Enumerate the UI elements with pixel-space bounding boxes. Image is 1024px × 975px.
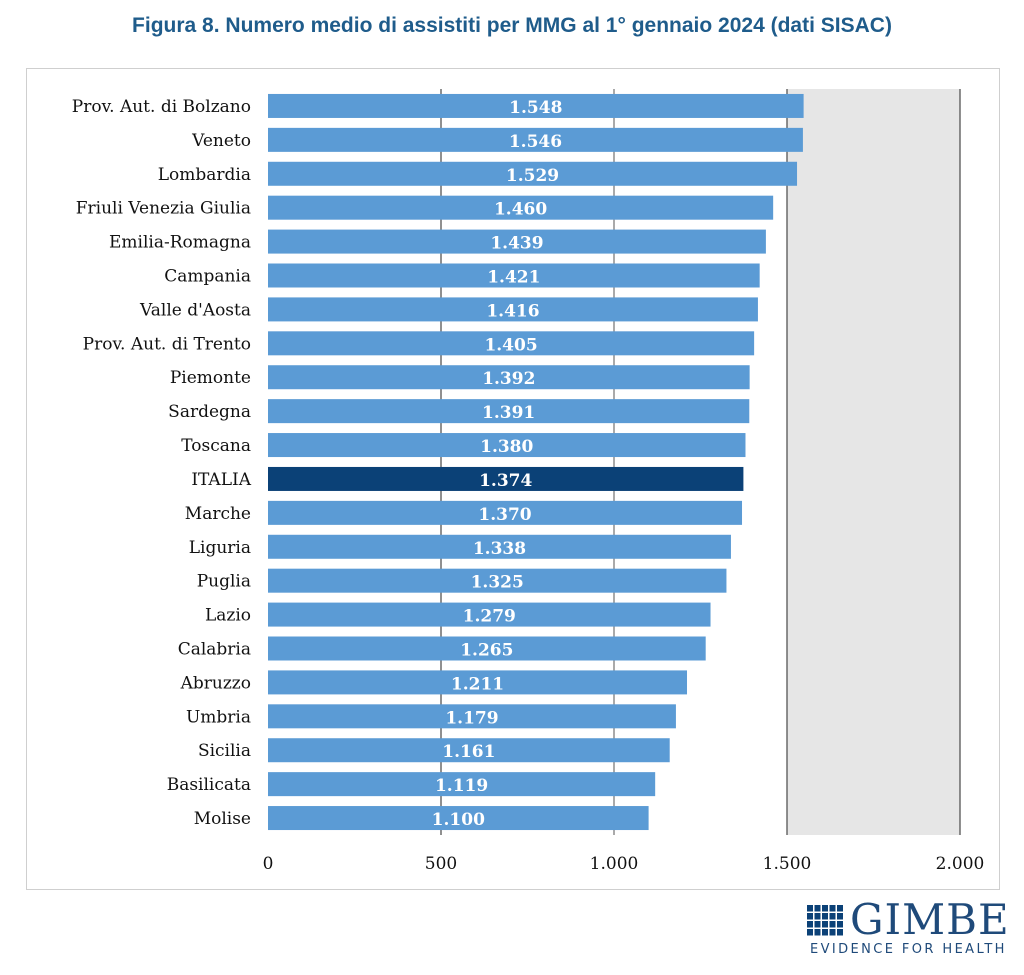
bar xyxy=(268,772,656,797)
bar xyxy=(268,704,676,729)
category-label: Puglia xyxy=(197,572,251,592)
chart-area: Prov. Aut. di Bolzano 1.548 Veneto 1.546 Lom… xyxy=(26,68,1000,890)
bar xyxy=(268,500,743,525)
bar xyxy=(268,229,766,254)
bar xyxy=(268,433,746,458)
category-label: Piemonte xyxy=(170,368,251,388)
logo-square xyxy=(829,929,836,936)
logo-square xyxy=(807,913,813,920)
logo-square xyxy=(822,913,828,920)
data-label: 1.100 xyxy=(432,810,485,830)
x-tick-label: 0 xyxy=(263,854,274,874)
bar xyxy=(268,534,731,559)
bar xyxy=(268,127,803,152)
bar xyxy=(268,806,649,831)
logo-square xyxy=(822,921,828,928)
data-label: 1.460 xyxy=(494,200,547,220)
logo-square xyxy=(807,929,813,936)
logo-square xyxy=(814,921,821,928)
bar xyxy=(268,466,744,491)
category-label: Prov. Aut. di Trento xyxy=(83,334,251,354)
bar xyxy=(268,636,706,661)
logo-square xyxy=(814,913,821,920)
data-label: 1.325 xyxy=(471,573,524,593)
category-label: Campania xyxy=(164,267,251,287)
data-label: 1.421 xyxy=(487,268,540,288)
category-label: Friuli Venezia Giulia xyxy=(76,199,251,219)
data-label: 1.265 xyxy=(460,641,513,661)
data-label: 1.119 xyxy=(435,776,488,796)
logo-square xyxy=(814,905,821,912)
logo-square xyxy=(807,905,813,912)
gimbe-logo: GIMBE EVIDENCE FOR HEALTH xyxy=(804,898,1009,962)
bar xyxy=(268,602,711,627)
bar xyxy=(268,670,688,695)
data-label: 1.179 xyxy=(445,708,498,728)
data-label: 1.380 xyxy=(480,437,533,457)
logo-square xyxy=(837,905,843,912)
data-label: 1.439 xyxy=(490,234,543,254)
bar xyxy=(268,297,758,322)
x-tick-label: 1.000 xyxy=(590,854,639,874)
data-label: 1.548 xyxy=(509,98,562,118)
shaded-region xyxy=(787,89,960,835)
logo-square xyxy=(814,929,821,936)
category-label: Lazio xyxy=(205,606,251,626)
data-label: 1.338 xyxy=(473,539,526,559)
category-label: Liguria xyxy=(189,538,251,558)
category-label: Umbria xyxy=(186,707,251,727)
category-label: Calabria xyxy=(178,640,251,660)
data-label: 1.392 xyxy=(482,369,535,389)
category-label: Molise xyxy=(194,809,251,829)
data-label: 1.374 xyxy=(479,471,532,491)
category-label: Veneto xyxy=(191,131,251,151)
bar xyxy=(268,93,804,118)
category-label: Basilicata xyxy=(167,775,251,795)
bar xyxy=(268,263,760,288)
bar xyxy=(268,195,774,220)
category-label: ITALIA xyxy=(191,470,251,490)
data-label: 1.546 xyxy=(509,132,562,152)
data-label: 1.211 xyxy=(451,674,504,694)
category-label: Sardegna xyxy=(168,402,251,422)
chart-title: Figura 8. Numero medio di assistiti per … xyxy=(132,14,892,37)
x-tick-label: 500 xyxy=(425,854,457,874)
data-label: 1.529 xyxy=(506,166,559,186)
category-label: Valle d'Aosta xyxy=(139,300,251,320)
x-tick-label: 1.500 xyxy=(763,854,812,874)
logo-square xyxy=(822,929,828,936)
category-label: Marche xyxy=(185,504,251,524)
data-label: 1.405 xyxy=(484,335,537,355)
data-label: 1.370 xyxy=(478,505,531,525)
x-tick-label: 2.000 xyxy=(936,854,985,874)
logo-square xyxy=(829,913,836,920)
data-label: 1.391 xyxy=(482,403,535,423)
logo-square xyxy=(837,921,843,928)
category-label: Lombardia xyxy=(158,165,251,185)
bar-chart: Prov. Aut. di Bolzano 1.548 Veneto 1.546 Lom… xyxy=(72,89,985,874)
data-label: 1.161 xyxy=(442,742,495,762)
category-label: Sicilia xyxy=(198,741,251,761)
category-label: Prov. Aut. di Bolzano xyxy=(72,97,251,117)
bar xyxy=(268,365,750,390)
logo-name: GIMBE xyxy=(850,895,1010,944)
bar xyxy=(268,161,798,186)
logo-square xyxy=(829,921,836,928)
bar xyxy=(268,568,727,593)
category-label: Abruzzo xyxy=(180,673,251,693)
logo-square xyxy=(829,905,836,912)
category-label: Emilia-Romagna xyxy=(109,233,251,253)
logo-square xyxy=(837,929,843,936)
bar xyxy=(268,399,750,424)
category-label: Toscana xyxy=(181,436,251,456)
logo-square xyxy=(837,913,843,920)
logo-square xyxy=(807,921,813,928)
bar xyxy=(268,738,670,763)
data-label: 1.416 xyxy=(486,301,539,321)
data-label: 1.279 xyxy=(463,607,516,627)
gimbe-mark-icon xyxy=(807,905,843,936)
bar xyxy=(268,331,755,356)
logo-tagline: EVIDENCE FOR HEALTH xyxy=(810,942,1007,957)
logo-square xyxy=(822,905,828,912)
